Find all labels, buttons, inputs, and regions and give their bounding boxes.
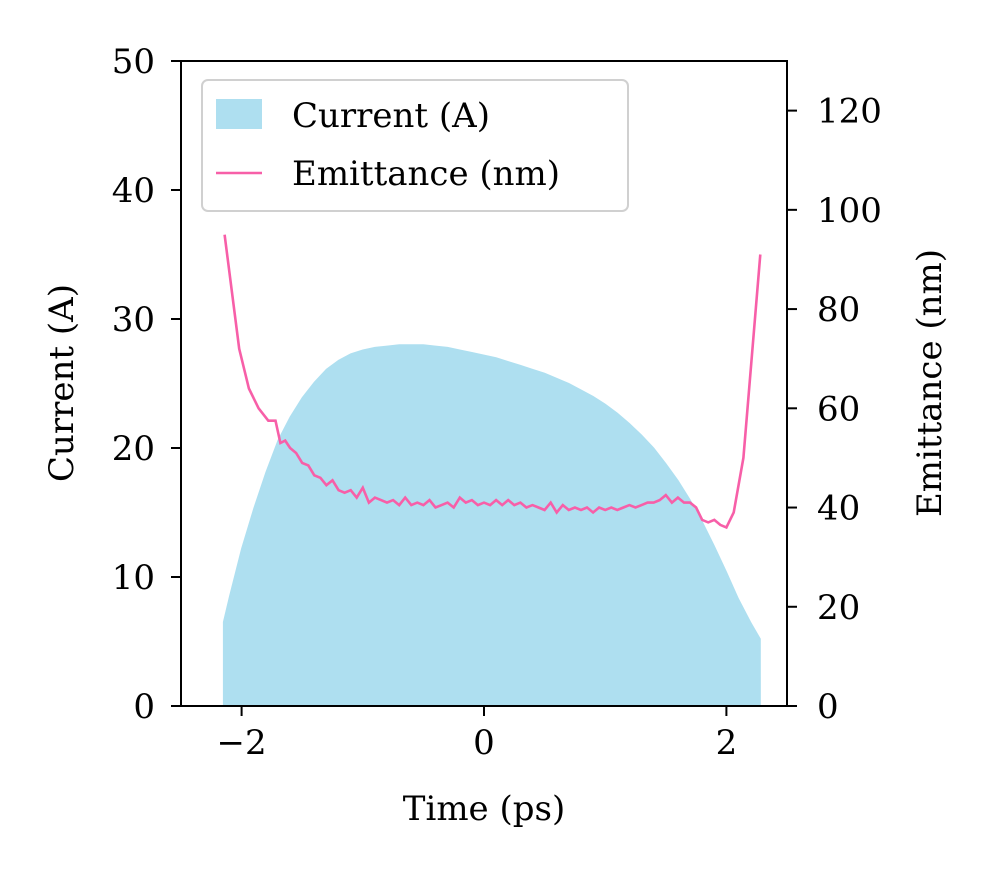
- y-axis-label: Current (A): [42, 284, 82, 482]
- x-tick-label: 0: [473, 723, 495, 763]
- plot-area: [222, 234, 762, 707]
- y-tick-label: 30: [112, 300, 155, 340]
- y2-axis-label: Emittance (nm): [910, 249, 950, 517]
- y-tick-label: 50: [112, 42, 155, 82]
- legend-box: [201, 79, 629, 212]
- legend-label-current: Current (A): [292, 96, 490, 136]
- legend-swatch-current: [216, 99, 262, 129]
- current-area: [222, 344, 761, 707]
- y2-tick-label: 20: [817, 588, 860, 628]
- y-tick-label: 10: [112, 558, 155, 598]
- y-axis-left: 0 10 20 30 40 50: [112, 42, 181, 727]
- x-tick-label: 2: [716, 723, 738, 763]
- y2-tick-label: 60: [817, 389, 860, 429]
- y2-tick-label: 0: [817, 687, 839, 727]
- y-tick-label: 20: [112, 429, 155, 469]
- y2-tick-label: 40: [817, 489, 860, 529]
- x-axis-label: Time (ps): [403, 789, 565, 829]
- y2-tick-label: 80: [817, 290, 860, 330]
- x-axis: −2 0 2: [217, 706, 738, 763]
- emittance-line: [223, 234, 762, 530]
- legend: Current (A) Emittance (nm): [201, 79, 629, 212]
- y-axis-right: 0 20 40 60 80 100 120: [787, 92, 882, 727]
- y-tick-label: 40: [112, 171, 155, 211]
- y2-tick-label: 120: [817, 92, 882, 132]
- legend-label-emittance: Emittance (nm): [292, 154, 560, 194]
- y2-tick-label: 100: [817, 191, 882, 231]
- y-tick-label: 0: [133, 687, 155, 727]
- x-tick-label: −2: [217, 723, 267, 763]
